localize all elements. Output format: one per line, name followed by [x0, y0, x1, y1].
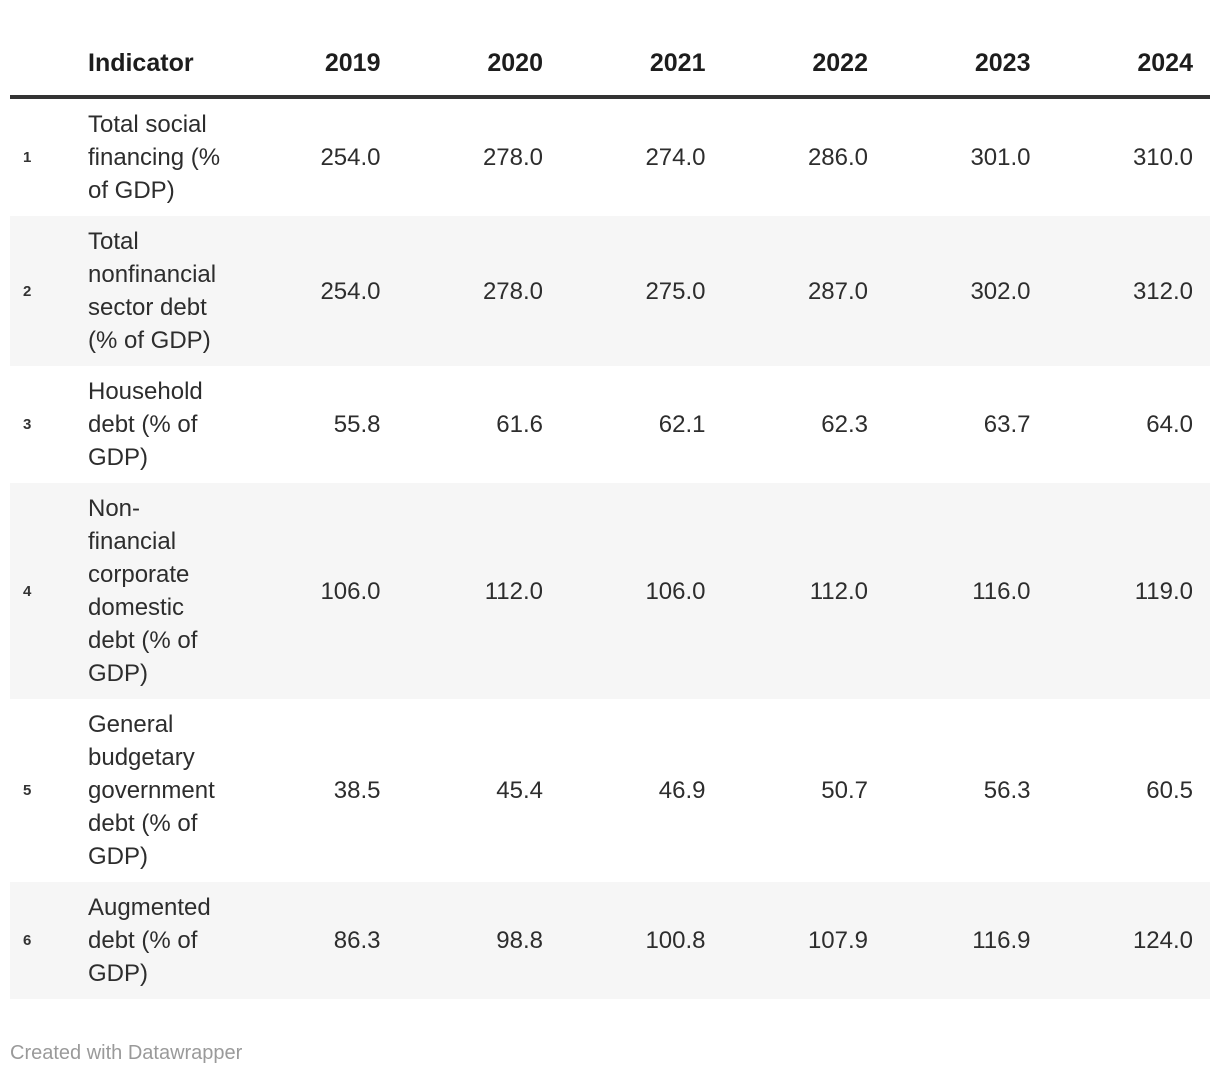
value-cell: 106.0: [645, 577, 706, 605]
column-header-2022: 2022: [722, 33, 885, 99]
header-row: Indicator 2019 2020 2021 2022 2023 2024: [10, 33, 1210, 99]
debt-indicators-table: Indicator 2019 2020 2021 2022 2023 2024 …: [10, 33, 1210, 999]
row-number: 6: [23, 932, 32, 949]
indicator-cell: Augmented debt (% of GDP): [88, 894, 211, 987]
table-row: 2 Total nonfinancial sector debt (% of G…: [10, 216, 1210, 366]
column-header-2024: 2024: [1047, 33, 1210, 99]
indicator-cell: Non-financial corporate domestic debt (%…: [88, 495, 198, 687]
value-cell: 124.0: [1132, 927, 1193, 954]
row-number: 1: [23, 149, 32, 166]
column-header-indicator: Indicator: [70, 33, 235, 99]
value-cell: 254.0: [320, 277, 381, 305]
datawrapper-attribution-link[interactable]: Created with Datawrapper: [10, 1042, 243, 1064]
value-cell: 302.0: [970, 277, 1031, 305]
value-cell: 62.3: [821, 411, 868, 438]
value-cell: 287.0: [807, 277, 868, 305]
value-cell: 86.3: [333, 927, 381, 954]
value-cell: 112.0: [809, 577, 868, 605]
indicator-cell: Total nonfinancial sector debt (% of GDP…: [88, 228, 217, 354]
value-cell: 45.4: [496, 777, 543, 804]
table-header: Indicator 2019 2020 2021 2022 2023 2024: [10, 33, 1210, 99]
value-cell: 310.0: [1132, 144, 1193, 171]
table-row: 1 Total social financing (% of GDP) 254.…: [10, 97, 1210, 216]
value-cell: 63.7: [983, 411, 1031, 438]
indicator-cell: Household debt (% of GDP): [88, 378, 203, 471]
value-cell: 64.0: [1146, 411, 1193, 438]
value-cell: 60.5: [1146, 777, 1193, 804]
row-number: 4: [23, 582, 32, 600]
column-header-2019: 2019: [235, 33, 398, 99]
column-header-2023: 2023: [885, 33, 1048, 99]
attribution-line: Created with Datawrapper: [10, 1041, 1210, 1065]
value-cell: 62.1: [658, 411, 706, 438]
value-cell: 106.0: [320, 577, 381, 605]
value-cell: 107.9: [807, 927, 868, 954]
row-number: 5: [23, 782, 32, 799]
table-row: 4 Non-financial corporate domestic debt …: [10, 483, 1210, 699]
value-cell: 301.0: [970, 144, 1031, 171]
value-cell: 278.0: [482, 144, 543, 171]
value-cell: 98.8: [496, 927, 543, 954]
indicator-cell: General budgetary government debt (% of …: [88, 711, 215, 870]
table-row: 3 Household debt (% of GDP) 55.8 61.6 62…: [10, 366, 1210, 483]
value-cell: 100.8: [645, 927, 706, 954]
value-cell: 46.9: [658, 777, 706, 804]
value-cell: 312.0: [1132, 277, 1193, 305]
indicator-cell: Total social financing (% of GDP): [88, 111, 221, 204]
table-body: 1 Total social financing (% of GDP) 254.…: [10, 97, 1210, 999]
value-cell: 116.0: [972, 577, 1031, 605]
value-cell: 55.8: [333, 411, 381, 438]
value-cell: 278.0: [482, 277, 543, 305]
table-row: 6 Augmented debt (% of GDP) 86.3 98.8 10…: [10, 882, 1210, 999]
table-row: 5 General budgetary government debt (% o…: [10, 699, 1210, 882]
value-cell: 56.3: [983, 777, 1031, 804]
value-cell: 275.0: [645, 277, 706, 305]
value-cell: 274.0: [645, 144, 706, 171]
value-cell: 112.0: [484, 577, 543, 605]
value-cell: 38.5: [333, 777, 381, 804]
value-cell: 50.7: [821, 777, 868, 804]
column-header-2020: 2020: [397, 33, 560, 99]
value-cell: 286.0: [807, 144, 868, 171]
value-cell: 254.0: [320, 144, 381, 171]
column-header-2021: 2021: [560, 33, 723, 99]
row-number: 2: [23, 282, 32, 300]
column-header-row-number: [10, 33, 70, 99]
value-cell: 116.9: [972, 927, 1031, 954]
value-cell: 119.0: [1134, 577, 1193, 605]
row-number: 3: [23, 416, 32, 433]
value-cell: 61.6: [496, 411, 543, 438]
